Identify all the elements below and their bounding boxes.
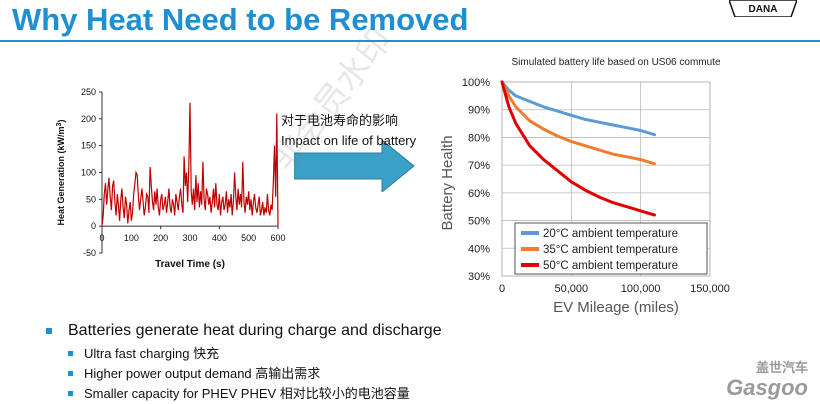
bullet-text: Batteries generate heat during charge an… [68, 322, 442, 339]
battery-x-axis-label: EV Mileage (miles) [553, 299, 679, 316]
gasgoo-logo-cn: 盖世汽车 [756, 360, 808, 375]
heat-y-tick-label: 50 [86, 194, 96, 204]
battery-health-series-line [500, 80, 656, 137]
dana-logo: DANA [729, 0, 797, 17]
arrow-label-en: Impact on life of battery [281, 133, 417, 148]
battery-y-tick-label: 50% [468, 216, 490, 228]
sub-bullet-item: Smaller capacity for PHEV PHEV 相对比较小的电池容… [46, 384, 566, 404]
battery-legend-label: 50°C ambient temperature [543, 260, 678, 272]
impact-arrow [294, 140, 415, 192]
heat-x-tick-label: 100 [124, 233, 139, 243]
bullet-marker [46, 328, 52, 334]
battery-y-tick-label: 60% [468, 188, 490, 200]
battery-y-tick-label: 40% [468, 243, 490, 255]
battery-y-axis-label: Battery Health [439, 135, 456, 230]
battery-health-series-line [500, 80, 656, 166]
heat-y-tick-label: 250 [81, 87, 96, 97]
battery-legend-box [514, 222, 708, 275]
sub-bullet-text: Ultra fast charging 快充 [84, 346, 220, 361]
battery-x-tick-label: 150,000 [690, 283, 730, 295]
heat-x-tick-label: 500 [241, 233, 256, 243]
heat-generation-series [101, 102, 279, 227]
gasgoo-logo: 盖世汽车 Gasgoo [726, 360, 808, 400]
sub-bullet-text: Higher power output demand 高输出需求 [84, 366, 321, 381]
heat-y-tick-label: 200 [81, 114, 96, 124]
heat-y-tick-label: -50 [83, 248, 96, 258]
battery-y-tick-label: 30% [468, 271, 490, 283]
bullet-marker [68, 371, 73, 376]
heat-x-tick-label: 300 [182, 233, 197, 243]
sub-bullet-item: Ultra fast charging 快充 [46, 344, 566, 364]
heat-x-tick-label: 600 [270, 233, 285, 243]
battery-y-tick-label: 100% [462, 77, 490, 89]
gasgoo-logo-en: Gasgoo [726, 375, 808, 400]
heat-x-tick-label: 0 [99, 233, 104, 243]
heat-y-axis-label: Heat Generation (kW/m3) [56, 120, 66, 226]
arrow-label-zh: 对于电池寿命的影响 [281, 113, 399, 128]
title-rule [0, 40, 820, 42]
battery-y-tick-label: 70% [468, 160, 490, 172]
dana-logo-text: DANA [749, 4, 778, 15]
battery-legend-label: 35°C ambient temperature [543, 244, 678, 256]
heat-x-tick-label: 200 [153, 233, 168, 243]
battery-health-series-line [500, 80, 656, 217]
sub-bullet-item: Higher power output demand 高输出需求 [46, 364, 566, 384]
battery-health-chart: Simulated battery life based on US06 com… [439, 57, 730, 316]
bullet-list: Batteries generate heat during charge an… [46, 320, 566, 404]
battery-x-tick-label: 50,000 [555, 283, 589, 295]
heat-x-axis-label: Travel Time (s) [155, 259, 225, 270]
bullet-marker [68, 391, 73, 396]
battery-x-tick-label: 0 [499, 283, 505, 295]
battery-y-tick-label: 80% [468, 132, 490, 144]
heat-x-tick-label: 400 [212, 233, 227, 243]
dana-logo-shape [729, 0, 797, 17]
impact-arrow-shape [294, 140, 415, 192]
heat-y-tick-label: 100 [81, 168, 96, 178]
battery-chart-title: Simulated battery life based on US06 com… [512, 57, 721, 68]
sub-bullet-text: Smaller capacity for PHEV PHEV 相对比较小的电池容… [84, 386, 410, 401]
heat-y-tick-label: 0 [91, 221, 96, 231]
battery-x-tick-label: 100,000 [621, 283, 661, 295]
bullet-marker [68, 351, 73, 356]
slide-title: Why Heat Need to be Removed [12, 2, 469, 37]
heat-y-tick-label: 150 [81, 141, 96, 151]
bullet-item: Batteries generate heat during charge an… [46, 320, 566, 344]
battery-legend-label: 20°C ambient temperature [543, 228, 678, 240]
battery-y-tick-label: 90% [468, 105, 490, 117]
